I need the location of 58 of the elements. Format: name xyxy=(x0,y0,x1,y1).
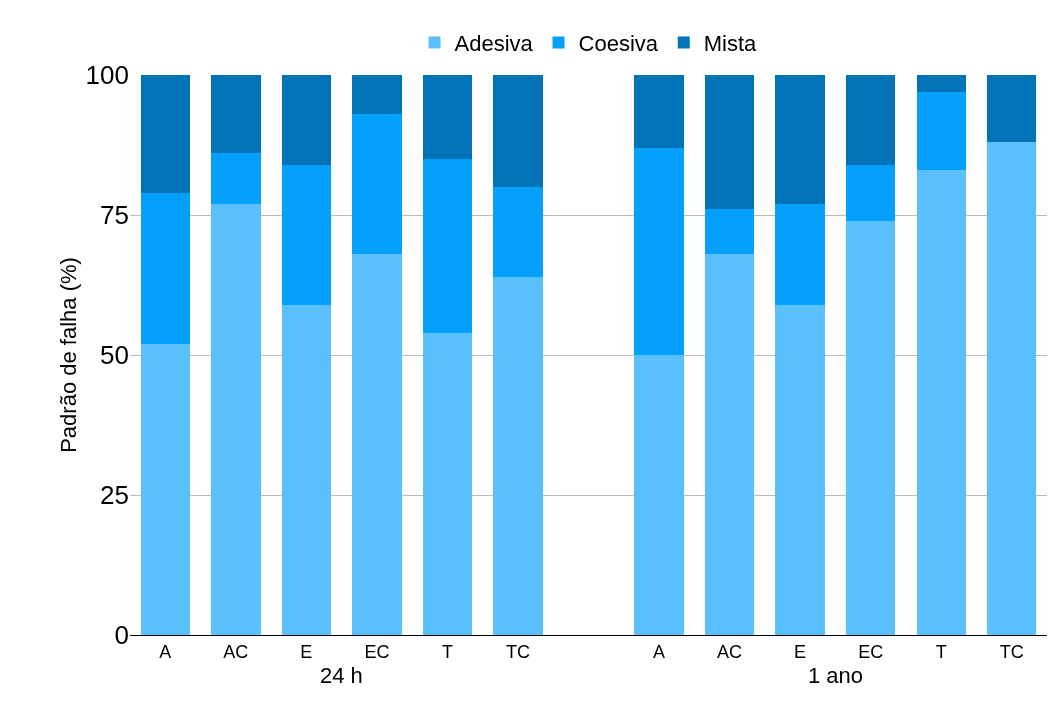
bar xyxy=(634,75,684,148)
bar xyxy=(493,187,543,277)
bar xyxy=(493,75,543,187)
x-tick-label: T xyxy=(441,641,453,662)
bar xyxy=(987,142,1037,635)
text: 1 ano xyxy=(808,663,864,688)
legend-label: Mista xyxy=(703,31,758,57)
bar xyxy=(281,304,332,635)
bar xyxy=(211,203,261,635)
bar xyxy=(775,75,825,204)
bar xyxy=(140,343,190,635)
x-tick-label: AC xyxy=(717,641,743,662)
bar xyxy=(352,75,402,115)
bar xyxy=(987,75,1037,143)
bar xyxy=(775,203,825,305)
x-tick-label: EC xyxy=(364,641,390,662)
bar xyxy=(422,332,473,635)
bar xyxy=(775,304,825,635)
bar xyxy=(422,159,473,333)
y-tick-label: 25 xyxy=(100,480,129,511)
x-tick-label: EC xyxy=(858,641,884,662)
y-tick-label: 75 xyxy=(100,200,129,231)
bar xyxy=(281,164,332,305)
bar xyxy=(916,91,966,171)
bar xyxy=(704,254,755,635)
bar xyxy=(704,209,755,255)
legend-label: Coesiva xyxy=(578,31,659,57)
bar xyxy=(211,153,261,204)
bar xyxy=(916,75,966,92)
x-tick-label: TC xyxy=(999,641,1024,662)
y-tick-label: 100 xyxy=(85,60,129,91)
x-tick-label: A xyxy=(159,641,172,662)
x-tick-label: E xyxy=(300,641,313,662)
x-tick-label: T xyxy=(935,641,947,662)
bar xyxy=(493,276,543,635)
bar xyxy=(352,114,402,255)
legend-label: Adesiva xyxy=(454,31,534,57)
bar xyxy=(845,220,896,635)
x-tick-label: E xyxy=(794,641,807,662)
bar xyxy=(845,164,896,221)
bar xyxy=(704,75,755,210)
bar xyxy=(140,75,190,193)
bar xyxy=(281,75,332,165)
x-tick-label: A xyxy=(653,641,666,662)
y-axis-title: Padrão de falha (%) xyxy=(56,257,81,453)
bar xyxy=(140,192,190,344)
bar xyxy=(916,170,966,635)
bar xyxy=(422,75,473,159)
bar xyxy=(634,147,684,355)
text: 24 h xyxy=(320,663,363,688)
bar xyxy=(634,355,684,635)
bar xyxy=(211,75,261,154)
x-tick-label: TC xyxy=(505,641,530,662)
bar xyxy=(352,254,402,635)
bar xyxy=(845,75,896,165)
y-tick-label: 0 xyxy=(114,620,129,651)
y-tick-label: 50 xyxy=(100,340,129,371)
x-tick-label: AC xyxy=(223,641,249,662)
